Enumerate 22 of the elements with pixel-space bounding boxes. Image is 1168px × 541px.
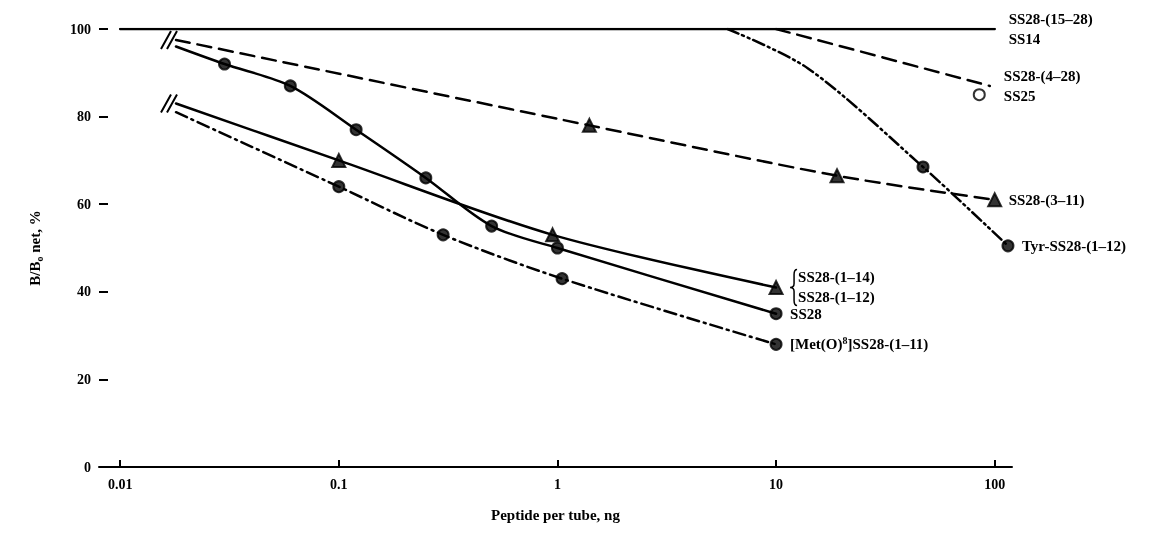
annotation: SS28 bbox=[790, 305, 822, 322]
y-tick-label: 0 bbox=[84, 459, 91, 475]
x-tick-label: 0.01 bbox=[107, 476, 133, 492]
annotation: SS28-(1–12) bbox=[798, 289, 875, 307]
y-tick-label: 80 bbox=[77, 109, 91, 125]
x-tick-label: 100 bbox=[984, 476, 1006, 492]
x-tick-label: 1 bbox=[553, 476, 561, 492]
annotation: SS25 bbox=[1003, 87, 1036, 104]
annotation: SS28-(4–28) bbox=[1003, 67, 1081, 85]
annotation: SS14 bbox=[1008, 31, 1041, 47]
y-tick-label: 100 bbox=[70, 21, 91, 37]
y-tick-label: 20 bbox=[77, 371, 91, 387]
y-tick-label: 60 bbox=[77, 196, 91, 212]
annotation: SS28-(1–14) bbox=[798, 269, 875, 287]
x-tick-label: 10 bbox=[769, 476, 784, 492]
annotation: SS28-(15–28) bbox=[1008, 11, 1093, 28]
x-axis-title: Peptide per tube, ng bbox=[491, 506, 621, 523]
y-tick-label: 40 bbox=[77, 284, 91, 300]
y-axis-title: B/Bo net, % bbox=[27, 210, 45, 286]
annotation: Tyr-SS28-(1–12) bbox=[1021, 237, 1127, 255]
x-tick-label: 0.1 bbox=[330, 476, 348, 492]
annotation: SS28-(3–11) bbox=[1008, 191, 1085, 209]
